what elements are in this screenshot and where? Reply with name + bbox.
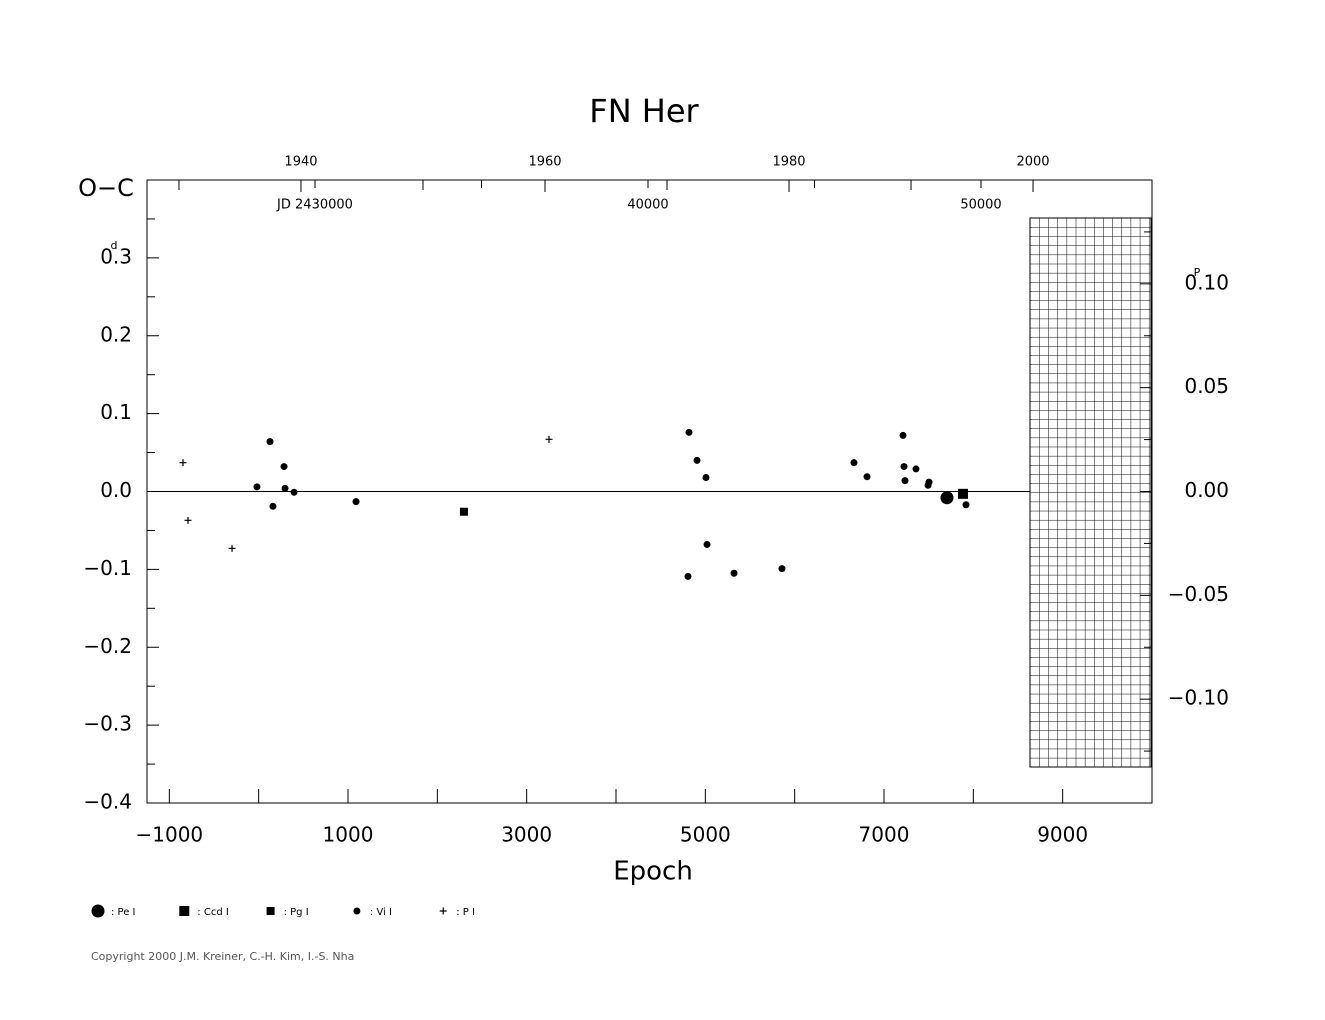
legend-label: : Ccd I (197, 907, 229, 918)
point (957, 488, 968, 499)
point (900, 463, 908, 471)
y-tick-label: −0.3 (83, 712, 132, 736)
point (778, 565, 786, 573)
y-tick-label: 0.0 (100, 478, 132, 502)
legend-label: : P I (456, 907, 475, 918)
y-tick-label: 0.2 (100, 322, 132, 346)
jd-tick-label: JD 2430000 (276, 198, 353, 213)
point (91, 904, 105, 918)
y-tick-label: −0.1 (83, 556, 132, 580)
x-tick-label: 1000 (323, 823, 374, 847)
x-tick-label: −1000 (136, 823, 204, 847)
y-tick-label: −0.4 (83, 790, 132, 814)
year-tick-label: 1940 (284, 155, 317, 170)
y-tick-label: 0.1 (100, 400, 132, 424)
y-tick-label: −0.2 (83, 634, 132, 658)
point (863, 473, 871, 481)
point (545, 435, 553, 443)
legend-label: : Pe I (111, 907, 136, 918)
y2-tick-label: −0.10 (1168, 686, 1229, 710)
point (685, 428, 693, 436)
hatched-region (1029, 217, 1152, 768)
chart-title: FN Her (589, 92, 699, 130)
point (179, 459, 187, 467)
y2-tick-label: 0.05 (1184, 374, 1229, 398)
point (925, 478, 933, 486)
point (281, 484, 289, 492)
year-tick-label: 1960 (528, 155, 561, 170)
point (179, 906, 190, 916)
point (693, 456, 701, 464)
point (352, 498, 360, 506)
y2-tick-label: 0.10 (1184, 270, 1229, 294)
point (684, 572, 692, 580)
y-unit: d (111, 239, 118, 252)
year-tick-label: 1980 (772, 155, 805, 170)
legend-label: : Vi I (370, 907, 392, 918)
y2-tick-label: −0.05 (1168, 582, 1229, 606)
x-tick-label: 3000 (501, 823, 552, 847)
point (280, 463, 288, 471)
x-tick-label: 9000 (1037, 823, 1088, 847)
point (459, 507, 468, 516)
point (702, 473, 710, 481)
x-axis-label: Epoch (613, 857, 693, 887)
jd-tick-label: 40000 (627, 198, 668, 213)
point (703, 540, 711, 548)
y2-unit: P (1194, 266, 1201, 279)
y2-tick-label: 0.00 (1184, 478, 1229, 502)
point (439, 907, 447, 915)
point (850, 459, 858, 467)
point (290, 488, 298, 496)
point (184, 516, 192, 524)
x-tick-label: 7000 (859, 823, 910, 847)
point (228, 544, 236, 552)
point (912, 465, 920, 473)
point (266, 907, 275, 915)
point (899, 431, 907, 439)
point (269, 502, 277, 510)
point (730, 569, 738, 577)
y-tick-label: 0.3 (100, 244, 132, 268)
point (353, 907, 361, 915)
jd-tick-label: 50000 (960, 198, 1001, 213)
y-axis-label: O−C (78, 174, 134, 202)
point (901, 477, 909, 485)
year-tick-label: 2000 (1016, 155, 1049, 170)
point (253, 483, 261, 491)
point (940, 491, 954, 505)
x-tick-label: 5000 (680, 823, 731, 847)
copyright: Copyright 2000 J.M. Kreiner, C.-H. Kim, … (91, 950, 354, 963)
point (962, 501, 970, 509)
point (266, 438, 274, 446)
legend-label: : Pg I (284, 907, 309, 918)
